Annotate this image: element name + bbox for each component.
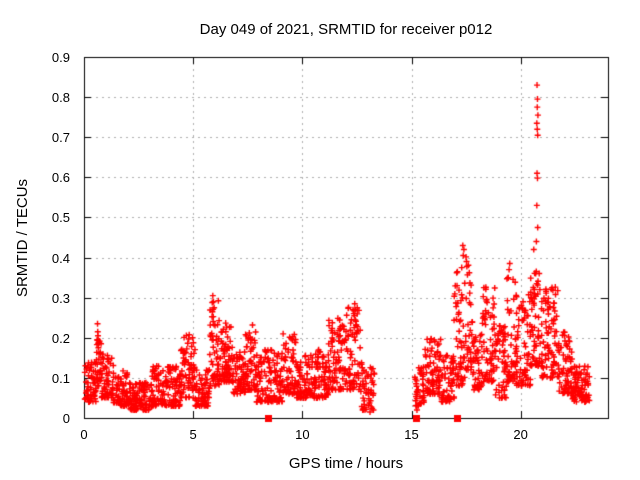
x-tick-label: 5 (189, 427, 197, 442)
y-tick-label: 0.2 (51, 330, 70, 346)
y-tick-label: 0 (62, 411, 70, 426)
y-tick-label: 0.3 (51, 290, 70, 306)
x-tick-label: 20 (513, 427, 528, 442)
chart-title: Day 049 of 2021, SRMTID for receiver p01… (199, 21, 493, 38)
y-tick-label: 0.7 (51, 130, 70, 146)
y-tick-label: 0.1 (51, 370, 70, 386)
x-tick-label: 0 (80, 427, 88, 442)
x-tick-label: 10 (295, 427, 310, 442)
y-axis-label-text: SRMTID / TECUs (14, 178, 31, 298)
y-tick-label: 0.4 (51, 250, 70, 266)
x-tick-label: 15 (404, 427, 419, 442)
y-tick-label: 0.8 (51, 90, 70, 106)
y-tick-label: 0.6 (51, 170, 70, 186)
y-tick-label: 0.9 (51, 50, 70, 65)
y-tick-label: 0.5 (51, 210, 70, 226)
x-axis-label: GPS time / hours (288, 455, 404, 472)
